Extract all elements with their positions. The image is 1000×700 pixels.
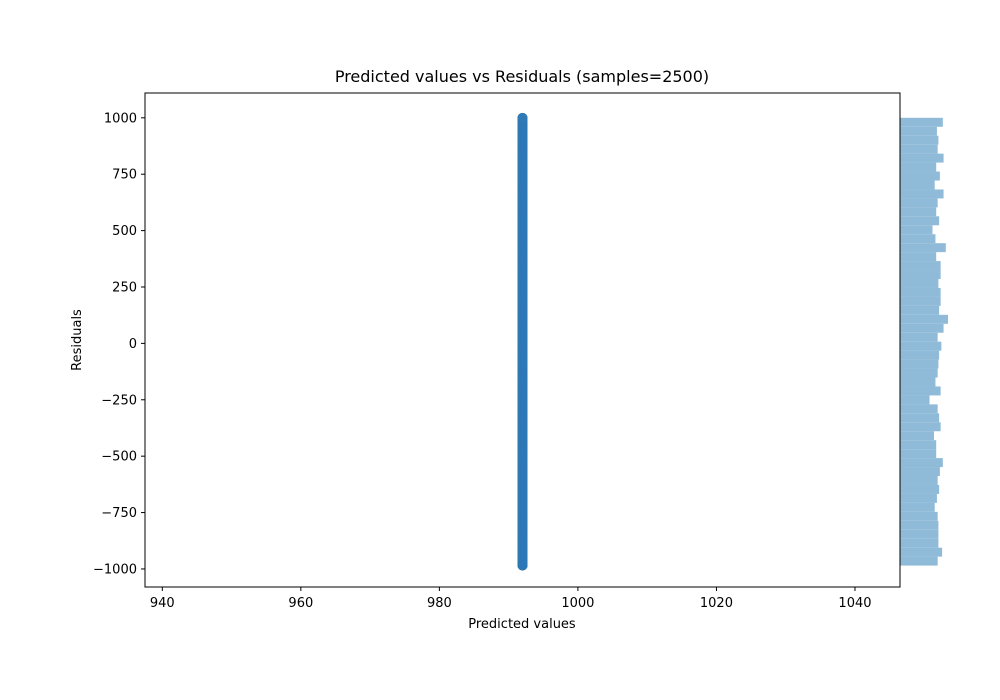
histogram-bar (900, 207, 937, 217)
histogram-bar (900, 243, 946, 253)
y-tick-label: 1000 (104, 111, 137, 126)
histogram-bar (900, 368, 938, 378)
histogram-bar (900, 511, 938, 521)
histogram-bar (900, 431, 934, 441)
histogram-bar (900, 476, 938, 485)
histogram-bar (900, 252, 937, 262)
histogram-bar (900, 359, 939, 369)
histogram-bar (900, 216, 940, 226)
histogram-bar (900, 484, 940, 494)
histogram-bar (900, 377, 936, 387)
histogram-bar (900, 296, 941, 306)
scatter-points (517, 112, 528, 571)
histogram-bar (900, 440, 937, 450)
histogram-bar (900, 529, 939, 539)
y-tick-label: −1000 (93, 562, 137, 577)
y-tick-label: −250 (101, 393, 137, 408)
histogram-bar (900, 332, 938, 342)
histogram-bar (900, 126, 937, 136)
histogram-bar (900, 261, 941, 271)
histogram-bar (900, 323, 944, 333)
histogram-bar (900, 395, 930, 405)
histogram-bar (900, 538, 939, 548)
x-axis-ticks: 940 960 980 1000 1020 1040 (150, 587, 872, 611)
x-axis-label: Predicted values (468, 617, 576, 632)
histogram-bar (900, 234, 936, 244)
histogram-bar (900, 520, 939, 530)
histogram-bar (900, 117, 943, 127)
x-tick-label: 1020 (700, 596, 733, 611)
y-axis-label: Residuals (70, 309, 85, 371)
y-tick-label: −750 (101, 506, 137, 521)
histogram-bar (900, 449, 937, 459)
histogram-bar (900, 386, 941, 396)
histogram-bar (900, 198, 938, 208)
plot-frame (144, 92, 901, 588)
histogram-bar (900, 279, 939, 288)
histogram-bar (900, 493, 937, 503)
y-tick-label: −500 (101, 450, 137, 465)
chart-title: Predicted values vs Residuals (samples=2… (335, 67, 709, 86)
y-axis-ticks: 1000 750 500 250 0 −250 −500 −750 −1000 (93, 111, 145, 577)
histogram-bar (900, 270, 941, 280)
x-tick-label: 940 (150, 596, 175, 611)
x-tick-label: 1040 (838, 596, 871, 611)
histogram-bar (900, 305, 940, 315)
histogram-bar (900, 458, 943, 468)
histogram-bar (900, 467, 940, 477)
histogram-bar (900, 180, 935, 190)
histogram-bar (900, 287, 941, 297)
x-tick-label: 960 (288, 596, 313, 611)
x-tick-label: 1000 (561, 596, 594, 611)
y-tick-label: 0 (129, 337, 137, 352)
histogram-bar (900, 314, 948, 324)
histogram-bar (900, 171, 940, 181)
histogram-bar (900, 547, 943, 557)
histogram-bar (900, 135, 939, 145)
histogram-bar (900, 162, 937, 172)
histogram-bar (900, 341, 942, 351)
scatter-point (517, 112, 528, 123)
histogram-bar (900, 225, 933, 235)
histogram-bar (900, 350, 940, 360)
histogram-bar (900, 144, 938, 154)
y-tick-label: 750 (112, 168, 137, 183)
histogram (900, 117, 948, 566)
x-tick-label: 980 (427, 596, 452, 611)
y-tick-label: 250 (112, 280, 137, 295)
histogram-bar (900, 404, 938, 414)
histogram-bar (900, 153, 944, 163)
histogram-bar (900, 556, 938, 566)
histogram-bar (900, 422, 941, 432)
y-tick-label: 500 (112, 224, 137, 239)
histogram-bar (900, 502, 935, 512)
histogram-bar (900, 189, 944, 199)
histogram-bar (900, 413, 940, 423)
